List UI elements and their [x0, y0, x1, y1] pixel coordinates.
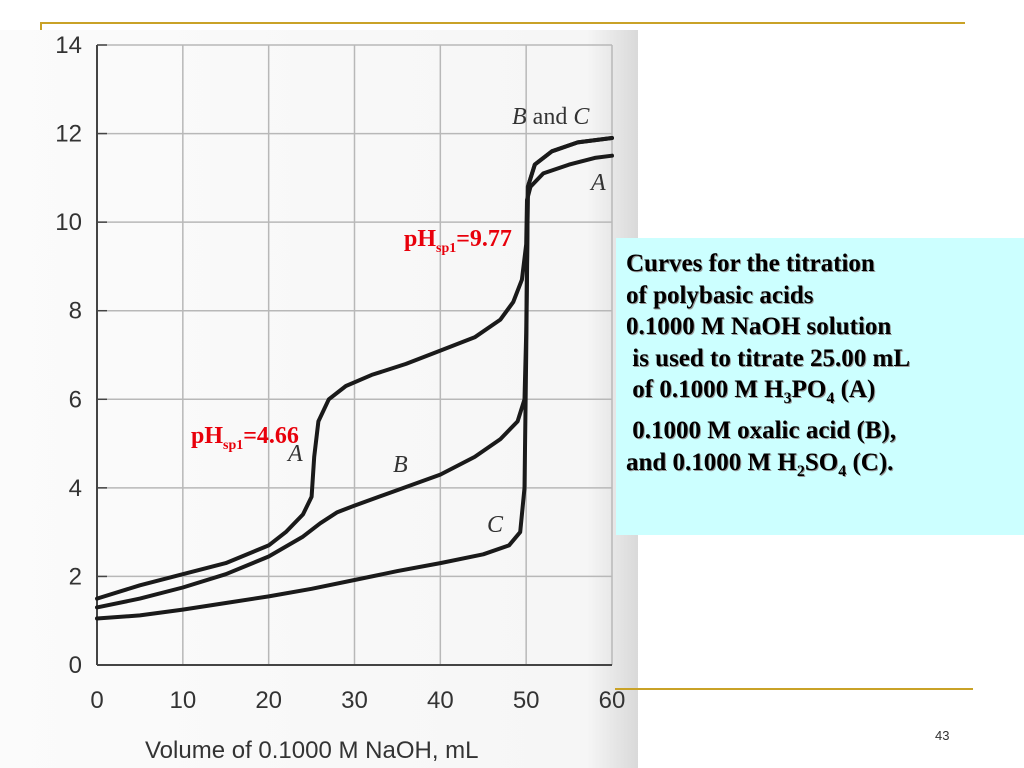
x-tick-label-10: 10 — [169, 687, 196, 714]
description-line-6: 0.1000 M oxalic acid (B), — [626, 416, 897, 444]
description-line-3: 0.1000 M NaOH solution — [626, 313, 892, 341]
curve-label-and: and — [533, 104, 568, 130]
curve-label-a-top: A — [589, 170, 606, 196]
curve-a — [95, 153, 614, 601]
chart-curves — [95, 136, 614, 621]
x-axis-label: Volume of 0.1000 M NaOH, mL — [145, 737, 479, 764]
bottom-rule — [615, 688, 973, 690]
slide-number: 43 — [935, 728, 950, 743]
description-line-5: of 0.1000 M H3PO4 (A) — [626, 376, 876, 408]
x-tick-label-60: 60 — [599, 687, 626, 714]
chart-tick-labels: 0 10 20 30 40 50 60 0 2 4 6 8 10 12 14 — [55, 32, 625, 714]
curve-label-c: C — [573, 104, 590, 130]
curve-label-b-mid: B — [393, 452, 408, 478]
x-tick-label-30: 30 — [341, 687, 368, 714]
y-tick-label-12: 12 — [55, 121, 82, 148]
titration-chart: 0 10 20 30 40 50 60 0 2 4 6 8 10 12 14 Volume of 0.100… — [55, 32, 625, 764]
chart-axes — [96, 44, 612, 666]
curve-label-b: B — [512, 104, 527, 130]
x-tick-label-50: 50 — [513, 687, 540, 714]
description-line-4: is used to titrate 25.00 mL — [626, 344, 910, 372]
curve-label-c-mid: C — [487, 512, 504, 538]
description-box: Curves for the titration of polybasic ac… — [616, 238, 1024, 535]
y-tick-label-10: 10 — [55, 209, 82, 236]
annotation-ph-sp1-second: pHsp1=9.77 — [404, 226, 512, 256]
curve-label-a-buffer: A — [286, 441, 303, 467]
y-tick-label-8: 8 — [69, 298, 82, 325]
description-line-2: of polybasic acids — [626, 281, 814, 309]
curve-c — [95, 136, 614, 621]
x-tick-label-20: 20 — [255, 687, 282, 714]
description-line-1: Curves for the titration — [626, 250, 875, 277]
y-tick-label-4: 4 — [69, 475, 82, 502]
x-tick-label-0: 0 — [90, 687, 103, 714]
top-rule — [40, 22, 965, 24]
annotation-ph-sp1-first: pHsp1=4.66 — [191, 423, 299, 453]
y-tick-label-0: 0 — [69, 652, 82, 679]
description-line-7: and 0.1000 M H2SO4 (C). — [626, 448, 894, 480]
y-tick-label-14: 14 — [55, 32, 82, 59]
x-tick-label-40: 40 — [427, 687, 454, 714]
y-tick-label-6: 6 — [69, 386, 82, 413]
y-tick-label-2: 2 — [69, 563, 82, 590]
chart-grid — [96, 44, 613, 666]
